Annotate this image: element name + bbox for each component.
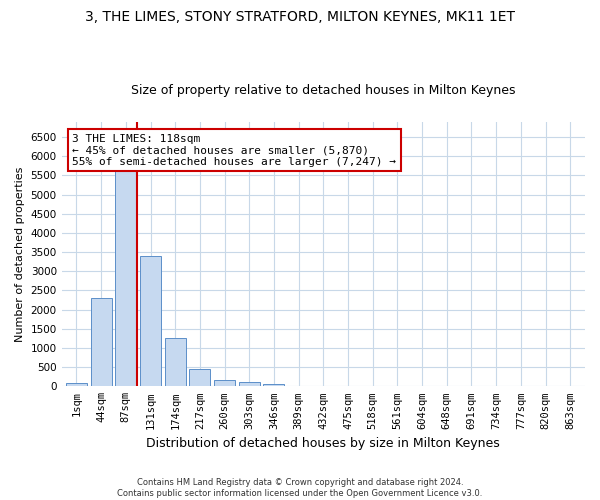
Bar [140, 256, 161, 386]
Text: 3, THE LIMES, STONY STRATFORD, MILTON KEYNES, MK11 1ET: 3, THE LIMES, STONY STRATFORD, MILTON KE… [85, 10, 515, 24]
Title: Size of property relative to detached houses in Milton Keynes: Size of property relative to detached ho… [131, 84, 515, 97]
Bar [115, 139, 136, 386]
Bar [239, 382, 260, 386]
Bar [190, 369, 211, 386]
X-axis label: Distribution of detached houses by size in Milton Keynes: Distribution of detached houses by size … [146, 437, 500, 450]
Text: 3 THE LIMES: 118sqm
← 45% of detached houses are smaller (5,870)
55% of semi-det: 3 THE LIMES: 118sqm ← 45% of detached ho… [72, 134, 396, 167]
Bar [263, 384, 284, 386]
Bar [214, 380, 235, 386]
Text: Contains HM Land Registry data © Crown copyright and database right 2024.
Contai: Contains HM Land Registry data © Crown c… [118, 478, 482, 498]
Bar [165, 338, 186, 386]
Y-axis label: Number of detached properties: Number of detached properties [15, 166, 25, 342]
Bar [66, 383, 87, 386]
Bar [91, 298, 112, 386]
